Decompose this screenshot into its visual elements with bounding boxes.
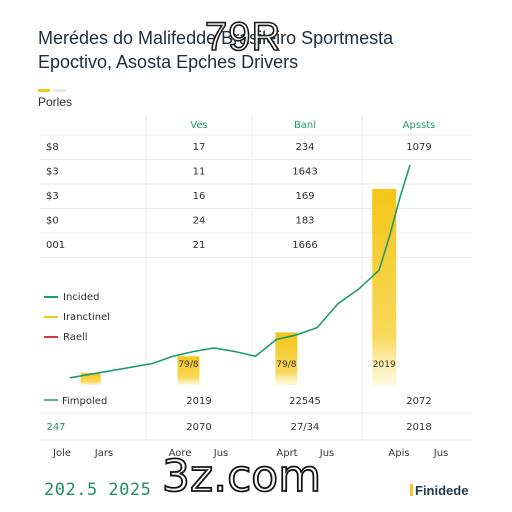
bar-0	[80, 373, 101, 385]
x-tick-label-6: Apis	[388, 448, 409, 459]
table-cell: 1643	[292, 167, 317, 178]
legend-label-0: Incided	[63, 292, 99, 303]
row2-value-2: 27/34	[291, 422, 320, 433]
table-cell: 001	[46, 240, 65, 251]
x-tick-label-7: Jus	[433, 448, 449, 459]
row2-value-3: 2018	[406, 422, 431, 433]
table-cell: $8	[46, 142, 59, 153]
chart-title: Merédes do Malifedde Brasileiro Sportmes…	[38, 26, 478, 74]
table-cell: 11	[193, 167, 206, 178]
legend-label-2: Raell	[63, 332, 88, 343]
line-series	[69, 164, 411, 379]
bar-series: 79/8 79/8 2019	[80, 188, 397, 385]
series-line	[69, 164, 411, 379]
brand-logo: Finidede	[410, 483, 468, 498]
table-cell: 169	[295, 191, 314, 202]
x-tick-label-0: Jole	[52, 448, 71, 459]
top-legend-label: Porles	[38, 95, 73, 109]
data-table: Ves Banl Apssts $8 17 234 1079 $3 11 1643 $3 16 169 $…	[46, 120, 435, 251]
top-legend-swatch	[38, 89, 50, 92]
row-value-0: 2019	[186, 396, 211, 407]
table-cell: 21	[193, 240, 206, 251]
bar-label-3: 2019	[373, 360, 396, 370]
table-cell: 183	[295, 216, 314, 227]
chart-title-line-2: Epoctivo, Asosta Epches Drivers	[38, 52, 299, 72]
bar-2	[275, 332, 298, 385]
table-cell: 16	[193, 191, 206, 202]
table-header-3: Apssts	[403, 120, 436, 131]
x-tick-label-4: Aprt	[276, 448, 297, 459]
bar-3	[372, 188, 397, 385]
row-value-2: 2072	[406, 396, 431, 407]
top-legend-swatch-secondary	[54, 89, 66, 92]
row2-value-1: 2070	[186, 422, 211, 433]
x-tick-label-1: Jars	[94, 448, 113, 459]
brand-name: Finidede	[415, 483, 469, 498]
legend: Incided Iranctinel Raell	[44, 292, 110, 343]
bottom-rows: Fimpoled 2019 22545 2072 247 2070 27/34 2018 Jol…	[44, 396, 448, 459]
table-cell: 24	[193, 216, 206, 227]
chart-title-line-1: Merédes do Malifedde Brasileiro Sportmes…	[38, 28, 394, 48]
table-cell: $3	[46, 167, 59, 178]
footer-years: 202.5 2025	[44, 480, 152, 500]
table-cell: $0	[46, 216, 59, 227]
overlay-text: 79R	[204, 14, 282, 60]
table-cell: 234	[295, 142, 314, 153]
x-tick-label-3: Jus	[213, 448, 229, 459]
x-tick-label-2: Aore	[169, 448, 192, 459]
bar-label-2: 79/8	[276, 360, 296, 370]
row-label: Fimpoled	[62, 396, 107, 407]
bar-label-1: 79/8	[178, 360, 198, 370]
x-tick-label-5: Jus	[319, 448, 335, 459]
bar-1	[177, 356, 200, 385]
legend-label-1: Iranctinel	[63, 312, 110, 323]
table-header-2: Banl	[294, 120, 316, 131]
brand-mark-icon	[410, 484, 413, 496]
table-cell: 1666	[292, 240, 317, 251]
watermark-text: 3z.com	[161, 451, 322, 503]
grid-lines	[40, 115, 472, 441]
row2-value-0: 247	[46, 422, 65, 433]
table-cell: 17	[193, 142, 206, 153]
row-value-1: 22545	[289, 396, 321, 407]
table-cell: 1079	[406, 142, 431, 153]
table-header-1: Ves	[190, 120, 207, 131]
table-cell: $3	[46, 191, 59, 202]
